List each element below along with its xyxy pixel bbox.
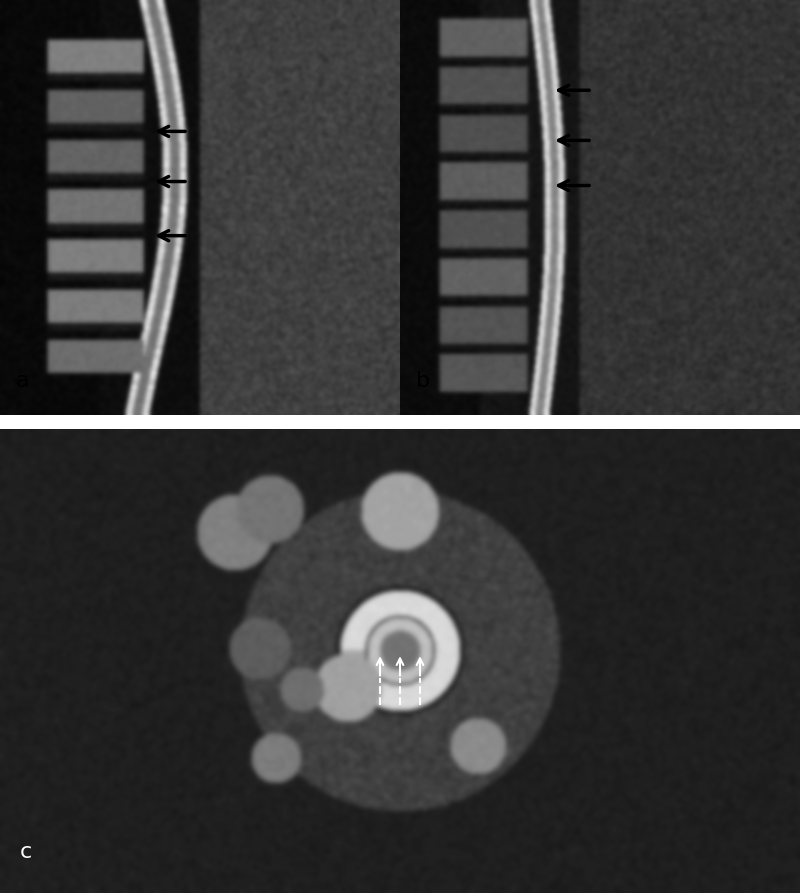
- Text: a: a: [16, 371, 30, 391]
- Text: c: c: [20, 841, 32, 861]
- Text: b: b: [416, 371, 430, 391]
